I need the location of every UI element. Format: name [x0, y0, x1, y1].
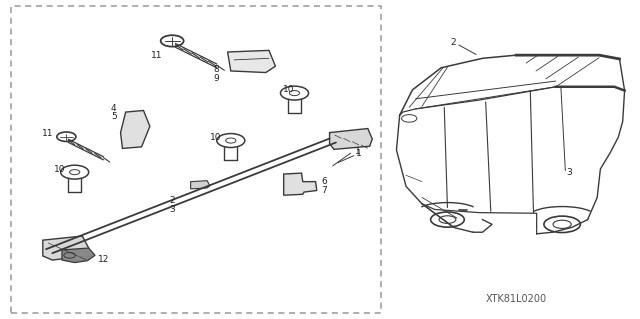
Text: 10: 10 [283, 85, 294, 94]
Text: 4: 4 [111, 104, 116, 113]
Polygon shape [62, 248, 95, 263]
Polygon shape [120, 110, 150, 148]
Text: 1: 1 [355, 147, 361, 156]
Text: 10: 10 [211, 133, 222, 143]
Text: 11: 11 [151, 51, 163, 60]
Polygon shape [228, 50, 275, 72]
Polygon shape [43, 236, 89, 260]
Text: 9: 9 [213, 74, 219, 83]
Text: 3: 3 [566, 168, 572, 177]
Polygon shape [284, 173, 317, 195]
Text: 10: 10 [54, 165, 66, 174]
Polygon shape [330, 129, 372, 149]
Text: 3: 3 [169, 205, 175, 214]
Text: 2: 2 [169, 196, 175, 205]
Text: 7: 7 [321, 186, 327, 195]
Text: 5: 5 [111, 112, 116, 121]
Bar [11, 6, 381, 313]
Text: 2: 2 [451, 38, 456, 47]
Polygon shape [191, 181, 210, 189]
Text: 8: 8 [213, 65, 219, 74]
Text: 6: 6 [321, 177, 327, 186]
Text: XTK81L0200: XTK81L0200 [486, 293, 547, 304]
Text: 12: 12 [99, 255, 109, 263]
Text: 1: 1 [356, 149, 362, 158]
Text: 11: 11 [42, 129, 53, 138]
